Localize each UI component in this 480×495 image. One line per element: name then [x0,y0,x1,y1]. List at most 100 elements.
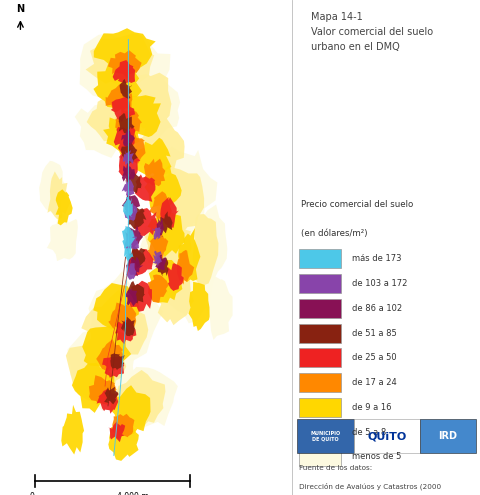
Text: de 5 a 8: de 5 a 8 [352,428,386,437]
Polygon shape [147,147,217,226]
Text: N: N [16,4,24,14]
Polygon shape [39,161,66,216]
Text: menos de 5: menos de 5 [352,452,401,461]
Polygon shape [114,370,166,430]
Polygon shape [75,103,129,158]
Polygon shape [111,97,135,122]
Polygon shape [125,289,138,306]
Text: IRD: IRD [439,431,457,441]
Polygon shape [119,148,140,178]
Polygon shape [82,324,131,373]
Polygon shape [93,283,139,333]
Bar [300,324,341,343]
Polygon shape [47,214,78,261]
Polygon shape [109,385,151,434]
Polygon shape [108,422,139,461]
Polygon shape [125,172,142,193]
Text: de 17 a 24: de 17 a 24 [352,378,397,387]
Polygon shape [108,421,125,442]
Polygon shape [108,302,136,329]
Polygon shape [67,328,135,411]
Polygon shape [124,243,133,262]
Text: Dirección de Avalúos y Catastros (2000: Dirección de Avalúos y Catastros (2000 [300,483,442,490]
Polygon shape [136,118,185,178]
Polygon shape [120,79,132,99]
Text: 0: 0 [30,492,35,495]
Polygon shape [81,290,148,359]
Polygon shape [122,194,140,213]
Polygon shape [165,252,215,323]
Polygon shape [122,163,135,182]
Polygon shape [148,275,168,303]
Polygon shape [108,50,142,78]
Polygon shape [121,142,138,165]
Polygon shape [189,282,210,331]
Polygon shape [123,150,134,165]
Text: QUiTO: QUiTO [367,431,407,441]
Polygon shape [61,405,84,454]
Polygon shape [139,208,200,284]
Bar [300,249,341,268]
Polygon shape [94,28,156,74]
Polygon shape [126,263,137,280]
Text: urbano en el DMQ: urbano en el DMQ [311,42,399,51]
Polygon shape [56,189,72,225]
Polygon shape [120,95,161,137]
Polygon shape [205,275,233,340]
Polygon shape [153,250,162,266]
Text: Valor comercial del suelo: Valor comercial del suelo [311,27,433,37]
Polygon shape [94,61,142,108]
Text: Fuente de los datos:: Fuente de los datos: [300,465,372,471]
Bar [300,274,341,293]
Polygon shape [147,208,185,257]
Polygon shape [114,125,135,155]
Polygon shape [126,257,144,276]
Text: Mapa 14-1: Mapa 14-1 [311,12,362,22]
Polygon shape [151,168,204,232]
Bar [300,447,341,466]
Polygon shape [178,228,201,282]
Polygon shape [127,248,154,276]
Polygon shape [156,216,166,237]
Polygon shape [85,33,154,88]
Bar [354,419,420,453]
Text: de 103 a 172: de 103 a 172 [352,279,408,288]
Polygon shape [106,84,132,113]
Polygon shape [160,197,179,228]
Polygon shape [134,138,171,176]
Polygon shape [122,226,135,251]
Bar [300,299,341,318]
Polygon shape [72,363,114,413]
Text: de 25 a 50: de 25 a 50 [352,353,396,362]
Text: (en dólares/m²): (en dólares/m²) [301,229,368,238]
Polygon shape [160,211,172,233]
Polygon shape [124,202,137,221]
Polygon shape [121,317,135,336]
Polygon shape [102,356,124,378]
Bar [300,348,341,367]
Polygon shape [115,320,136,345]
Bar [420,419,476,453]
Polygon shape [127,281,152,312]
Bar [298,419,354,453]
Text: Precio comercial del suelo: Precio comercial del suelo [301,200,413,209]
Polygon shape [192,214,218,285]
Text: de 51 a 85: de 51 a 85 [352,329,397,338]
Polygon shape [103,114,140,155]
Polygon shape [125,225,143,247]
Polygon shape [135,174,156,202]
Polygon shape [128,281,145,303]
Text: de 9 a 16: de 9 a 16 [352,403,392,412]
Text: 4 000 m: 4 000 m [117,492,149,495]
Text: de 86 a 102: de 86 a 102 [352,304,402,313]
Polygon shape [124,231,139,251]
Polygon shape [66,334,126,401]
Bar [300,373,341,392]
Polygon shape [145,219,192,277]
Polygon shape [167,263,184,291]
Polygon shape [158,257,168,276]
Polygon shape [134,208,158,236]
Polygon shape [148,258,182,303]
Polygon shape [122,197,133,220]
Polygon shape [127,246,145,268]
